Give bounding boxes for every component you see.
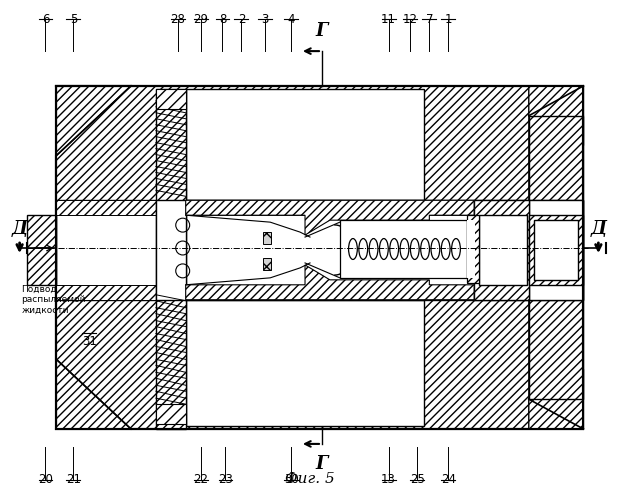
Bar [27, 215, 56, 285]
Polygon shape [186, 200, 474, 235]
Text: Подвод
распыляемой
жидкости: Подвод распыляемой жидкости [22, 285, 86, 314]
Polygon shape [56, 360, 131, 429]
Polygon shape [56, 86, 131, 156]
Bar [56, 86, 584, 429]
Bar [156, 89, 186, 109]
Bar [534, 220, 579, 280]
Text: 5: 5 [69, 14, 77, 26]
Text: 3: 3 [262, 14, 269, 26]
Bar [340, 220, 467, 278]
Text: 20: 20 [38, 472, 53, 486]
Polygon shape [529, 370, 584, 429]
Text: 1: 1 [444, 14, 452, 26]
Text: 8: 8 [219, 14, 226, 26]
Text: 4: 4 [287, 14, 295, 26]
Text: Д: Д [591, 220, 607, 238]
Text: Фиг. 5: Фиг. 5 [285, 472, 335, 486]
Text: 31: 31 [82, 334, 97, 347]
Bar [263, 232, 271, 244]
Text: 22: 22 [193, 472, 208, 486]
Bar [156, 89, 186, 429]
Bar [186, 89, 425, 200]
Text: 21: 21 [66, 472, 81, 486]
Bar [467, 220, 475, 278]
Text: 30: 30 [284, 472, 298, 486]
Bar [156, 200, 186, 300]
Text: Г: Г [316, 22, 328, 40]
Text: 11: 11 [381, 14, 396, 26]
Text: 7: 7 [426, 14, 433, 26]
Text: 13: 13 [381, 472, 396, 486]
Text: 23: 23 [218, 472, 233, 486]
Text: 28: 28 [170, 14, 185, 26]
Bar [529, 116, 584, 399]
Text: 2: 2 [238, 14, 245, 26]
Bar [186, 200, 474, 215]
Bar [56, 200, 584, 300]
Bar [186, 300, 425, 426]
Bar [263, 258, 271, 270]
Text: 25: 25 [410, 472, 425, 486]
Bar [529, 215, 584, 285]
Bar [56, 200, 156, 215]
Bar [467, 215, 479, 283]
Bar [479, 215, 527, 285]
Bar [529, 200, 584, 300]
Bar [56, 86, 584, 429]
Text: 24: 24 [441, 472, 456, 486]
Text: 29: 29 [193, 14, 208, 26]
Text: Г: Г [316, 455, 328, 473]
Text: 6: 6 [41, 14, 50, 26]
Bar [474, 200, 529, 300]
Text: 12: 12 [403, 14, 418, 26]
Polygon shape [186, 265, 474, 300]
Bar [56, 285, 156, 300]
Text: Д: Д [12, 220, 28, 238]
Bar [186, 285, 474, 300]
Bar [156, 404, 186, 424]
Polygon shape [529, 86, 584, 146]
